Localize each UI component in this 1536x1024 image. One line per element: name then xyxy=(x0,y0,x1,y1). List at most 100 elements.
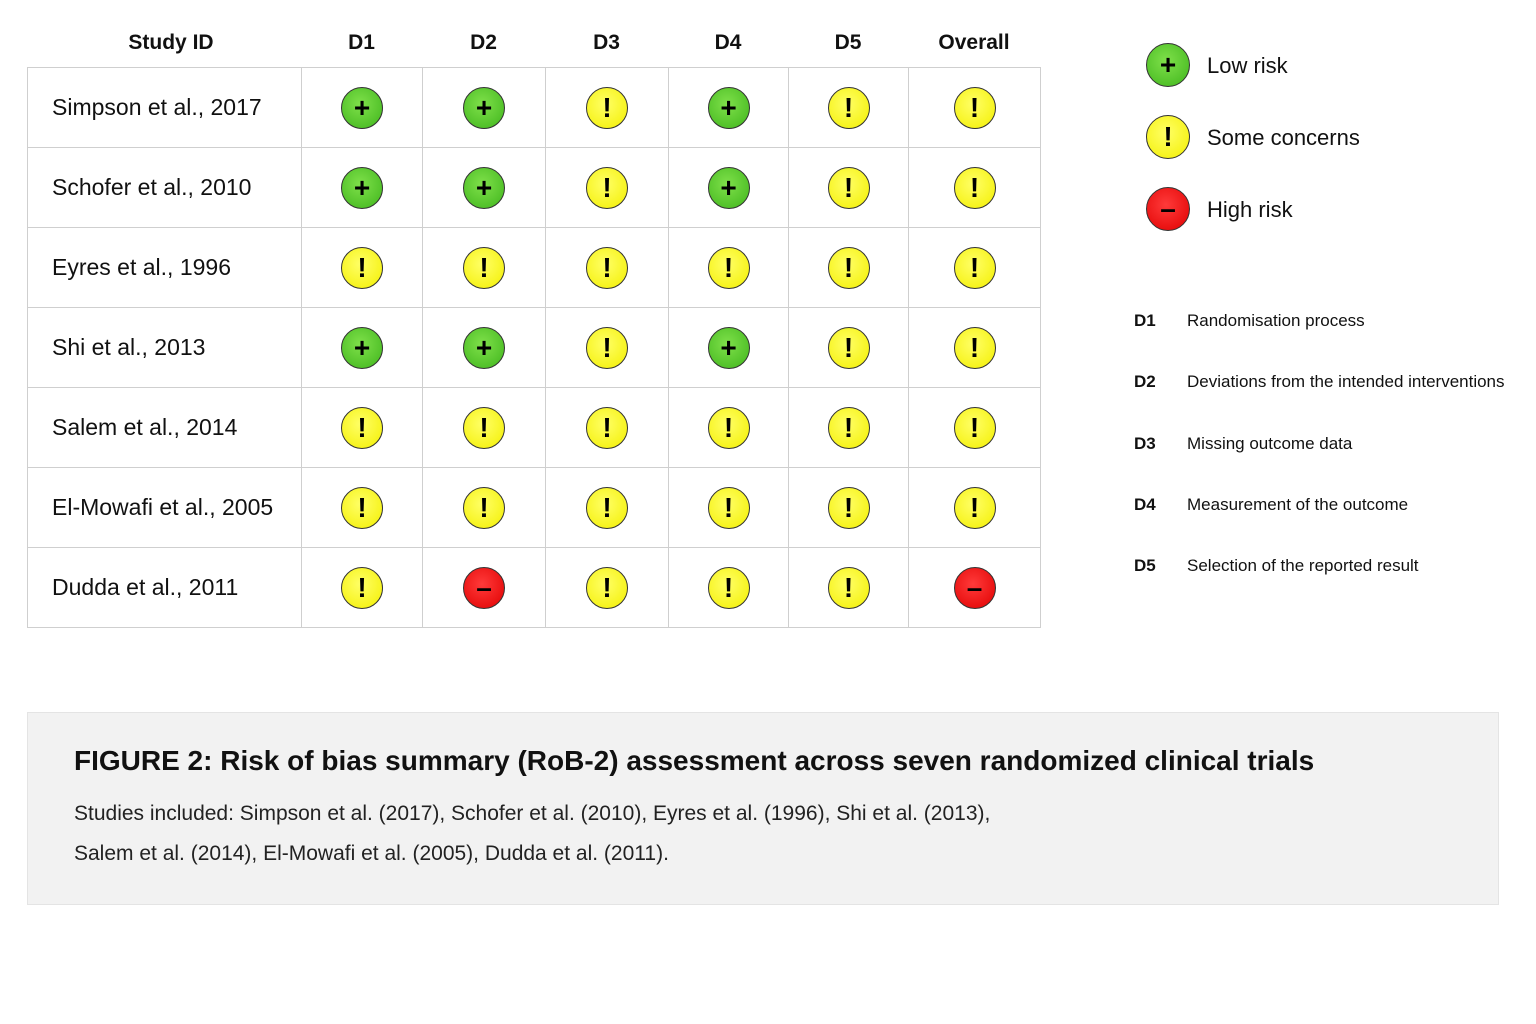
legend-high-risk: – High risk xyxy=(1146,187,1293,233)
judgement-cell-overall: ! xyxy=(908,227,1041,308)
plus-icon: + xyxy=(341,166,383,209)
judgement-cell-d3: ! xyxy=(545,147,669,228)
exclamation-icon: ! xyxy=(953,86,996,129)
judgement-cell-d4: ! xyxy=(668,467,789,548)
domain-code: D1 xyxy=(1134,311,1156,330)
exclamation-icon: ! xyxy=(827,326,870,369)
judgement-cell-d3: ! xyxy=(545,67,669,148)
domain-code: D4 xyxy=(1134,495,1156,514)
domain-code: D2 xyxy=(1134,372,1156,391)
judgement-cell-d4: ! xyxy=(668,547,789,628)
judgement-cell-d5: ! xyxy=(788,387,909,468)
domain-description: Measurement of the outcome xyxy=(1187,495,1409,514)
judgement-cell-d5: ! xyxy=(788,227,909,308)
judgement-cell-d1: ! xyxy=(301,387,423,468)
exclamation-icon: ! xyxy=(341,566,383,609)
study-id-cell: El-Mowafi et al., 2005 xyxy=(27,467,302,548)
exclamation-icon: ! xyxy=(953,326,996,369)
table-row: Eyres et al., 1996!!!!!! xyxy=(27,227,1041,308)
exclamation-icon: ! xyxy=(586,566,628,609)
exclamation-icon: ! xyxy=(827,246,870,289)
judgement-cell-d1: + xyxy=(301,67,423,148)
caption-line-2: Salem et al. (2014), El-Mowafi et al. (2… xyxy=(74,842,669,865)
legend-some-concerns: ! Some concerns xyxy=(1146,115,1360,161)
exclamation-icon: ! xyxy=(707,486,750,529)
plus-icon: + xyxy=(463,326,505,369)
judgement-cell-d5: ! xyxy=(788,547,909,628)
exclamation-icon: ! xyxy=(827,566,870,609)
study-id-cell: Eyres et al., 1996 xyxy=(27,227,302,308)
judgement-cell-d5: ! xyxy=(788,307,909,388)
judgement-cell-d3: ! xyxy=(545,307,669,388)
exclamation-icon: ! xyxy=(586,166,628,209)
exclamation-icon: ! xyxy=(707,566,750,609)
exclamation-icon: ! xyxy=(953,166,996,209)
plus-icon: + xyxy=(463,166,505,209)
judgement-cell-overall: ! xyxy=(908,307,1041,388)
header-d4: D4 xyxy=(714,31,742,54)
judgement-cell-d5: ! xyxy=(788,67,909,148)
plus-icon: + xyxy=(707,326,750,369)
exclamation-icon: ! xyxy=(827,406,870,449)
judgement-cell-overall: ! xyxy=(908,147,1041,228)
exclamation-icon: ! xyxy=(586,406,628,449)
exclamation-icon: ! xyxy=(707,406,750,449)
table-row: El-Mowafi et al., 2005!!!!!! xyxy=(27,467,1041,548)
minus-icon: – xyxy=(1146,187,1190,231)
exclamation-icon: ! xyxy=(341,486,383,529)
legend-label: Some concerns xyxy=(1207,125,1360,150)
legend-low-risk: + Low risk xyxy=(1146,43,1288,89)
table-row: Salem et al., 2014!!!!!! xyxy=(27,387,1041,468)
table-row: Shi et al., 2013 + +! +!! xyxy=(27,307,1041,388)
judgement-cell-d2: + xyxy=(422,307,546,388)
exclamation-icon: ! xyxy=(707,246,750,289)
domain-key-d4: D4 Measurement of the outcome xyxy=(1134,494,1408,516)
domain-key-d3: D3 Missing outcome data xyxy=(1134,433,1352,455)
domain-description: Selection of the reported result xyxy=(1187,556,1419,575)
legend-label: Low risk xyxy=(1207,53,1288,78)
exclamation-icon: ! xyxy=(586,86,628,129)
judgement-cell-overall: ! xyxy=(908,387,1041,468)
judgement-cell-d3: ! xyxy=(545,227,669,308)
plus-icon: + xyxy=(341,86,383,129)
caption-line-1: Studies included: Simpson et al. (2017),… xyxy=(74,802,991,825)
exclamation-icon: ! xyxy=(953,486,996,529)
domain-description: Missing outcome data xyxy=(1187,434,1353,453)
exclamation-icon: ! xyxy=(341,406,383,449)
judgement-cell-d2: + xyxy=(422,67,546,148)
judgement-cell-d4: + xyxy=(668,307,789,388)
judgement-cell-d2: ! xyxy=(422,387,546,468)
header-d3: D3 xyxy=(593,31,620,54)
judgement-cell-d5: ! xyxy=(788,467,909,548)
table-row: Dudda et al., 2011! –!!! – xyxy=(27,547,1041,628)
study-id-cell: Simpson et al., 2017 xyxy=(27,67,302,148)
exclamation-icon: ! xyxy=(1146,115,1190,159)
domain-key-d2: D2 Deviations from the intended intervent… xyxy=(1134,371,1505,393)
judgement-cell-d1: ! xyxy=(301,227,423,308)
exclamation-icon: ! xyxy=(827,86,870,129)
legend-label: High risk xyxy=(1207,197,1293,222)
plus-icon: + xyxy=(341,326,383,369)
exclamation-icon: ! xyxy=(953,406,996,449)
judgement-cell-d1: + xyxy=(301,147,423,228)
figure-caption: FIGURE 2: Risk of bias summary (RoB-2) a… xyxy=(27,712,1499,905)
header-overall: Overall xyxy=(938,31,1010,54)
plus-icon: + xyxy=(707,166,750,209)
header-study-id: Study ID xyxy=(128,31,214,54)
judgement-cell-d4: + xyxy=(668,147,789,228)
judgement-cell-d3: ! xyxy=(545,467,669,548)
judgement-cell-overall: ! xyxy=(908,467,1041,548)
domain-key-d1: D1 Randomisation process xyxy=(1134,310,1365,332)
exclamation-icon: ! xyxy=(463,246,505,289)
judgement-cell-d2: ! xyxy=(422,227,546,308)
table-row: Simpson et al., 2017 + +! +!! xyxy=(27,67,1041,148)
domain-description: Deviations from the intended interventio… xyxy=(1187,372,1505,391)
judgement-cell-d3: ! xyxy=(545,387,669,468)
exclamation-icon: ! xyxy=(827,486,870,529)
judgement-cell-d2: ! xyxy=(422,467,546,548)
caption-title: FIGURE 2: Risk of bias summary (RoB-2) a… xyxy=(74,745,1315,776)
header-d1: D1 xyxy=(348,31,375,54)
exclamation-icon: ! xyxy=(827,166,870,209)
minus-icon: – xyxy=(463,566,505,609)
plus-icon: + xyxy=(707,86,750,129)
